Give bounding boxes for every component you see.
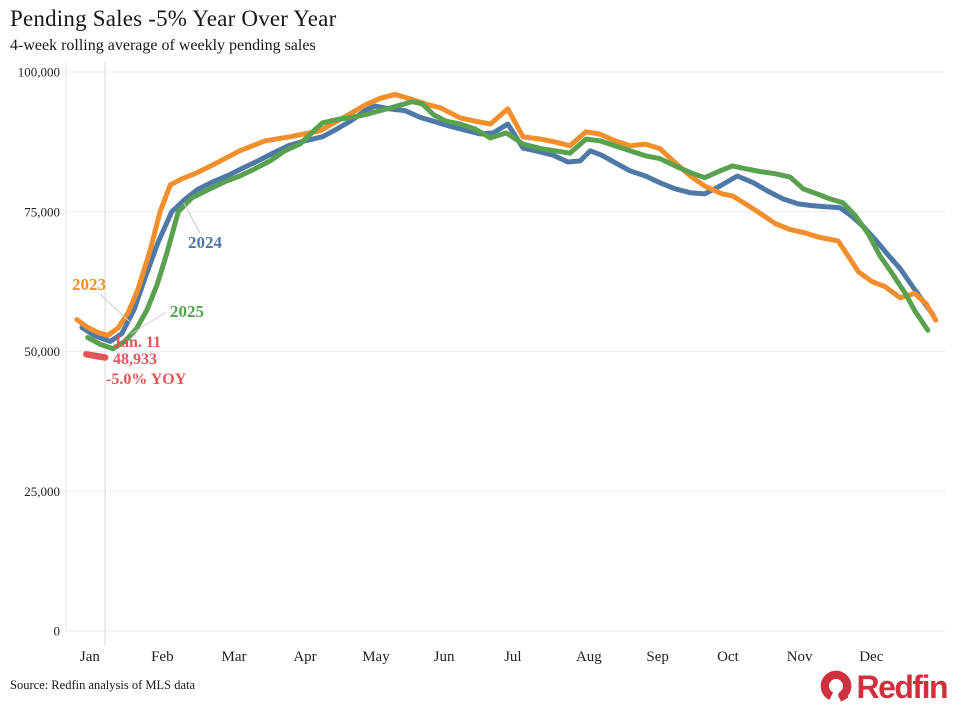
month-label: Feb bbox=[151, 649, 174, 665]
month-label: Sep bbox=[646, 649, 669, 665]
y-tick-label: 100,000 bbox=[18, 65, 60, 80]
redfin-logo: Redfin bbox=[819, 668, 948, 705]
month-label: Mar bbox=[222, 649, 247, 665]
series-line-2024 bbox=[79, 103, 936, 344]
label-leader-line bbox=[130, 311, 167, 335]
series-label-2024: 2024 bbox=[188, 233, 223, 252]
month-label: Jan bbox=[80, 649, 100, 665]
month-label: Jun bbox=[434, 649, 455, 665]
latest-point-annotation: -5.0% YOY bbox=[106, 371, 187, 388]
y-tick-label: 0 bbox=[54, 624, 61, 639]
y-tick-label: 25,000 bbox=[24, 484, 60, 499]
latest-point-annotation: 48,933 bbox=[113, 351, 157, 368]
chart-subtitle: 4-week rolling average of weekly pending… bbox=[10, 37, 316, 54]
redfin-wordmark: Redfin bbox=[856, 668, 948, 705]
source-note: Source: Redfin analysis of MLS data bbox=[10, 678, 196, 692]
series-label-2025: 2025 bbox=[170, 302, 204, 321]
month-label: Oct bbox=[717, 649, 739, 665]
month-label: Apr bbox=[293, 649, 316, 665]
redfin-door-icon bbox=[821, 670, 852, 702]
month-label: Nov bbox=[787, 649, 813, 665]
month-label: May bbox=[362, 649, 390, 665]
series-label-2023: 2023 bbox=[72, 275, 106, 294]
label-leader-line bbox=[99, 293, 131, 323]
chart-title: Pending Sales -5% Year Over Year bbox=[10, 6, 337, 31]
month-label: Aug bbox=[576, 649, 602, 665]
y-tick-label: 75,000 bbox=[24, 204, 60, 219]
month-label: Dec bbox=[859, 649, 883, 665]
y-tick-label: 50,000 bbox=[24, 344, 60, 359]
month-label: Jul bbox=[504, 649, 522, 665]
series-line-current-year-to-Jan-11 bbox=[83, 351, 109, 361]
series-line-2025 bbox=[85, 99, 931, 352]
label-leader-line bbox=[183, 202, 201, 234]
latest-point-annotation: Jan. 11 bbox=[113, 334, 161, 351]
series-line-2023 bbox=[74, 91, 939, 338]
